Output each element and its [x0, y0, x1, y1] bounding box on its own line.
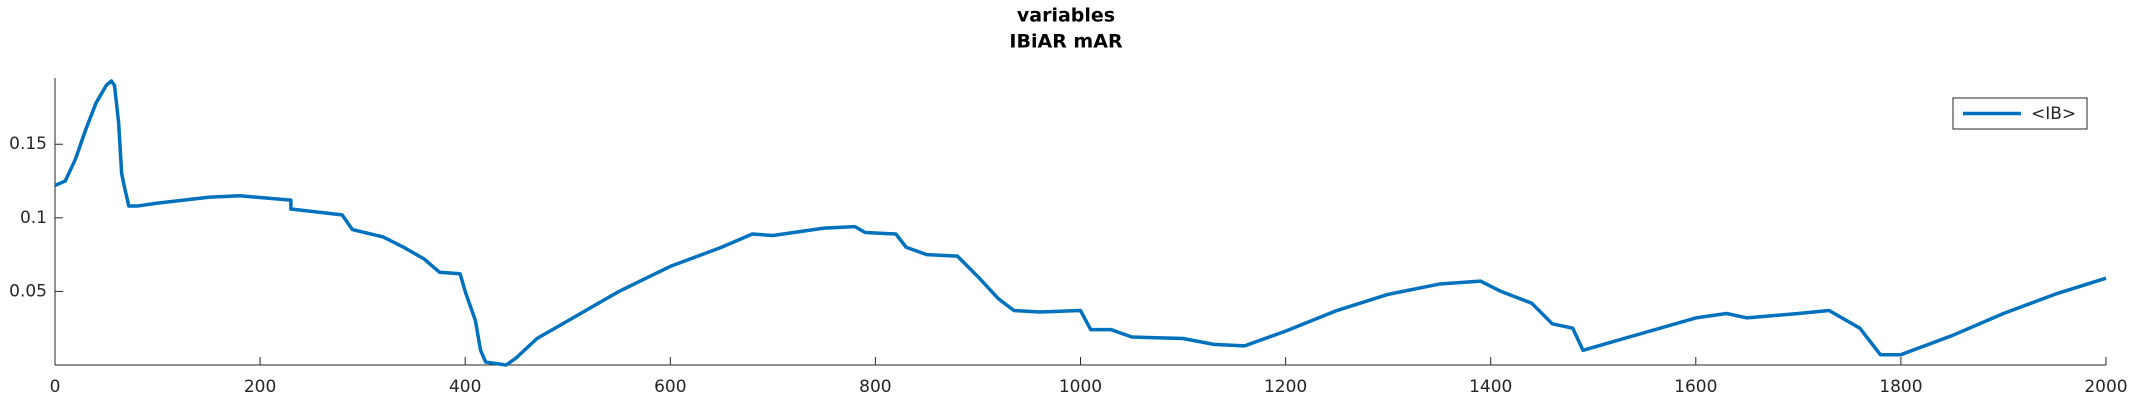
x-tick-label: 1800 — [1879, 377, 1922, 397]
y-tick-label: 0.05 — [9, 281, 47, 301]
x-tick-label: 0 — [50, 377, 61, 397]
x-tick-label: 1600 — [1674, 377, 1717, 397]
x-tick-label: 400 — [449, 377, 481, 397]
y-tick-label: 0.1 — [20, 208, 47, 228]
chart-title: variables — [1017, 5, 1115, 27]
x-tick-label: 600 — [654, 377, 686, 397]
x-tick-label: 1000 — [1059, 377, 1102, 397]
x-tick-label: 2000 — [2084, 377, 2127, 397]
x-tick-label: 1400 — [1469, 377, 1512, 397]
y-tick-label: 0.15 — [9, 134, 47, 154]
x-tick-label: 1200 — [1264, 377, 1307, 397]
legend-label: <IB> — [2031, 104, 2076, 124]
x-tick-label: 800 — [859, 377, 891, 397]
chart-subtitle: IBiAR mAR — [1009, 31, 1123, 53]
data-line — [54, 79, 2107, 367]
x-tick-label: 200 — [244, 377, 276, 397]
